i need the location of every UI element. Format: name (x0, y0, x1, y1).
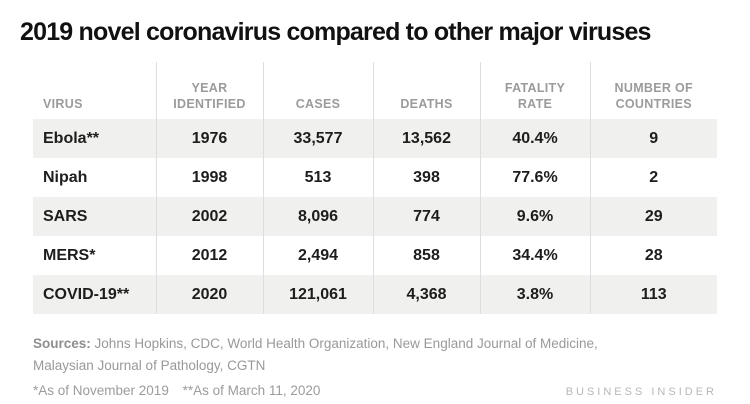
virus-name-cell: Ebola** (33, 119, 156, 158)
table-cell: 77.6% (479, 158, 590, 197)
table-cell: 28 (589, 236, 717, 275)
table-header: VIRUS YEAR IDENTIFIED CASES DEATHS FATALITY … (33, 62, 717, 119)
table-cell: 774 (372, 197, 480, 236)
virus-comparison-table: VIRUS YEAR IDENTIFIED CASES DEATHS FATALITY … (33, 62, 717, 314)
column-header-cases: CASES (262, 62, 373, 119)
table-cell: 33,577 (262, 119, 373, 158)
table-cell: 2 (589, 158, 717, 197)
table-body: Ebola** 1976 33,577 13,562 40.4% 9 Nipah 1998 51… (33, 119, 717, 314)
table-row: Nipah 1998 513 398 77.6% 2 (33, 158, 717, 197)
virus-name-cell: Nipah (33, 158, 156, 197)
table-row: COVID-19** 2020 121,061 4,368 3.8% 113 (33, 275, 717, 314)
sources-text-line1: Johns Hopkins, CDC, World Health Organiz… (94, 336, 598, 351)
table-cell: 858 (372, 236, 480, 275)
table-cell: 513 (262, 158, 373, 197)
table-cell: 13,562 (372, 119, 480, 158)
table-cell: 2020 (155, 275, 263, 314)
table-cell: 2012 (155, 236, 263, 275)
sources-text-line2: Malaysian Journal of Pathology, CGTN (33, 357, 266, 373)
column-header-deaths: DEATHS (372, 62, 480, 119)
table-row: Ebola** 1976 33,577 13,562 40.4% 9 (33, 119, 717, 158)
column-header-fatality-rate: FATALITY RATE (479, 62, 590, 119)
table-cell: 113 (589, 275, 717, 314)
footer-row: *As of November 2019 **As of March 11, 2… (33, 383, 717, 398)
table-row: SARS 2002 8,096 774 9.6% 29 (33, 197, 717, 236)
virus-name-cell: MERS* (33, 236, 156, 275)
table-cell: 40.4% (479, 119, 590, 158)
business-insider-logo: BUSINESS INSIDER (565, 386, 717, 399)
header-row: VIRUS YEAR IDENTIFIED CASES DEATHS FATALITY … (33, 62, 717, 119)
table-cell: 8,096 (262, 197, 373, 236)
table-cell: 1998 (155, 158, 263, 197)
virus-name-cell: SARS (33, 197, 156, 236)
table-row: MERS* 2012 2,494 858 34.4% 28 (33, 236, 717, 275)
table-cell: 9.6% (479, 197, 590, 236)
page-title: 2019 novel coronavirus compared to other… (20, 18, 651, 46)
asterisk-notes: *As of November 2019 **As of March 11, 2… (33, 383, 320, 398)
sources-note: Sources: Johns Hopkins, CDC, World Healt… (33, 333, 608, 376)
table-cell: 121,061 (262, 275, 373, 314)
column-header-year-identified: YEAR IDENTIFIED (155, 62, 263, 119)
table-cell: 3.8% (479, 275, 590, 314)
virus-name-cell: COVID-19** (33, 275, 156, 314)
note-as-of-november: *As of November 2019 (33, 383, 169, 399)
table-cell: 4,368 (372, 275, 480, 314)
column-header-number-of-countries: NUMBER OF COUNTRIES (589, 62, 717, 119)
table-cell: 29 (589, 197, 717, 236)
table-cell: 2002 (155, 197, 263, 236)
table-cell: 398 (372, 158, 480, 197)
sources-label: Sources: (33, 336, 91, 351)
table-cell: 34.4% (479, 236, 590, 275)
note-as-of-march: **As of March 11, 2020 (182, 383, 321, 399)
table-cell: 2,494 (262, 236, 373, 275)
table-cell: 1976 (155, 119, 263, 158)
table-cell: 9 (589, 119, 717, 158)
column-header-virus: VIRUS (33, 62, 156, 119)
